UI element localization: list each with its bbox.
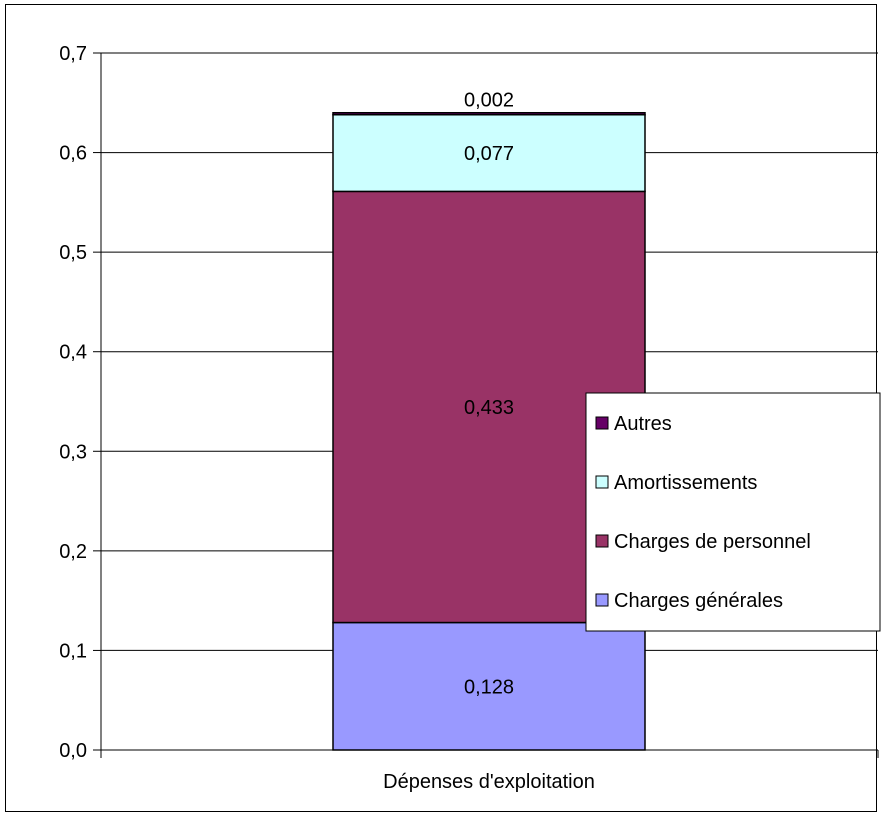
bar-segment [332,113,646,193]
legend-swatch [595,593,609,607]
y-tick-label: 0,6 [59,143,87,165]
legend: Autres Amortissements Charges de personnel… [585,392,881,632]
legend-label: Charges de personnel [614,531,811,553]
data-label: 0,002 [464,90,514,112]
bar-segment [332,621,646,751]
data-label: 0,128 [464,676,514,698]
legend-label: Charges générales [614,590,783,612]
data-label: 0,077 [464,143,514,165]
legend-label: Amortissements [614,472,757,494]
y-tick-label: 0,4 [59,342,87,364]
x-category-label: Dépenses d'exploitation [383,771,595,793]
y-tick-label: 0,3 [59,441,87,463]
data-label: 0,433 [464,397,514,419]
y-tick-label: 0,5 [59,242,87,264]
bar-segment [332,111,646,116]
y-tick-label: 0,1 [59,640,87,662]
legend-swatch [595,534,609,548]
legend-swatch [595,475,609,489]
y-tick-label: 0,0 [59,740,87,762]
legend-label: Autres [614,413,672,435]
y-tick-label: 0,2 [59,541,87,563]
legend-box [585,392,881,632]
y-tick-label: 0,7 [59,43,87,65]
data-labels: 0,128 0,433 0,077 0,002 [464,90,514,699]
axes: 0,0 0,1 0,2 0,3 0,4 0,5 0,6 0,7 Dépenses d'explo… [59,43,879,793]
legend-swatch [595,416,609,430]
